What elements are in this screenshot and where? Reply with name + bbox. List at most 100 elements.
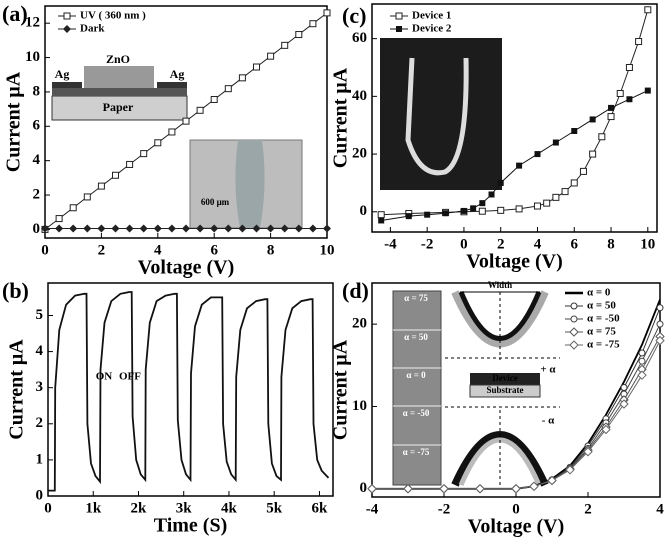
marker (589, 116, 596, 123)
marker (83, 224, 92, 233)
x-tick-label: 1k (85, 500, 102, 516)
marker (210, 95, 218, 103)
panel: 0 1k 2k 3k 4k 5k 6k 0 1 2 3 4 5 Time (S) Current μA (b)… (2, 278, 334, 537)
inset-label: ON (96, 371, 113, 383)
x-tick-label: 8 (267, 242, 275, 258)
marker (41, 224, 49, 233)
marker (424, 211, 431, 218)
y-tick-label: 12 (25, 15, 40, 31)
plot-frame (44, 5, 328, 239)
x-tick-label: 2 (584, 501, 592, 517)
marker (367, 484, 377, 494)
sem-gap (235, 140, 265, 228)
plot-frame (47, 282, 334, 497)
marker (295, 31, 303, 39)
y-tick-label: 1 (36, 451, 44, 467)
marker (497, 206, 505, 214)
y-tick-label: 10 (25, 49, 40, 65)
marker (377, 211, 385, 219)
device-photo-shape (405, 57, 469, 176)
y-tick-label: 20 (352, 316, 367, 332)
marker (460, 207, 467, 214)
y-tick-label: 2 (36, 415, 44, 431)
inset-label: - α (542, 415, 555, 427)
y-tick-label: 0 (36, 487, 44, 503)
panel: 0 2 4 6 8 10 0 2 4 6 8 10 12 Voltage (V) Current μA (a)… (2, 1, 335, 279)
inset-label: Substrate (486, 385, 523, 395)
x-axis-label: Voltage (V) (138, 257, 234, 279)
legend-marker (569, 327, 579, 337)
marker (442, 210, 449, 217)
x-tick-label: 4 (656, 501, 664, 517)
marker (309, 20, 317, 28)
marker (479, 200, 486, 207)
marker (182, 224, 190, 233)
marker (210, 224, 219, 233)
x-tick-label: -2 (438, 501, 451, 517)
x-tick-label: 8 (607, 236, 615, 252)
y-tick-label: 20 (352, 146, 367, 162)
legend-label: α = 0 (587, 287, 611, 299)
bending-images (392, 290, 442, 486)
inset-label: 600 μm (201, 197, 230, 207)
x-tick-label: -2 (421, 236, 434, 252)
marker (515, 205, 523, 213)
marker (153, 224, 162, 233)
marker (478, 207, 486, 215)
x-tick-label: 6 (210, 242, 218, 258)
marker (403, 484, 413, 494)
marker (69, 204, 77, 212)
legend-marker (396, 26, 402, 32)
marker (83, 193, 91, 201)
legend-label: α = -50 (587, 313, 620, 325)
marker (378, 217, 385, 224)
legend-marker (570, 302, 578, 310)
marker (626, 96, 633, 103)
x-tick-label: 4 (154, 242, 162, 258)
x-tick-label: 6 (571, 236, 579, 252)
marker (111, 224, 120, 233)
marker (238, 74, 246, 82)
legend-label: Device 2 (412, 23, 452, 35)
marker (616, 89, 624, 97)
y-tick-label: 0 (33, 221, 41, 237)
marker (439, 484, 449, 494)
y-axis-label: Current μA (6, 339, 28, 440)
inset-label: ZnO (106, 52, 130, 66)
marker (607, 113, 615, 121)
marker (126, 160, 134, 168)
marker (69, 224, 78, 233)
marker (140, 150, 148, 158)
marker (655, 335, 665, 346)
x-axis-label: Voltage (V) (466, 251, 562, 273)
marker (266, 224, 275, 233)
device-photo (380, 38, 502, 190)
inset-label: α = -75 (403, 447, 430, 457)
legend-marker (63, 25, 71, 33)
legend-label: α = 50 (587, 300, 616, 312)
y-tick-label: 6 (33, 118, 41, 134)
marker (625, 63, 633, 71)
panel-label: (b) (2, 278, 29, 303)
marker (529, 481, 539, 492)
x-tick-label: -4 (384, 236, 397, 252)
marker (552, 193, 560, 201)
legend-marker (63, 12, 71, 20)
y-axis-label: Current μA (3, 71, 25, 172)
x-tick-label: 10 (640, 236, 655, 252)
marker (196, 106, 204, 114)
legend-marker (569, 340, 579, 350)
y-tick-label: 4 (33, 152, 41, 168)
x-tick-label: 6k (312, 500, 329, 516)
y-tick-label: 0 (360, 480, 368, 496)
marker (97, 224, 106, 233)
y-tick-label: 8 (33, 83, 41, 99)
x-tick-label: 2 (497, 236, 505, 252)
inset-label: Width (488, 280, 512, 290)
x-tick-label: 5k (266, 500, 283, 516)
marker (620, 384, 628, 392)
panel: -4 -2 0 2 4 6 8 10 0 20 40 60 Voltage (V) Current μA (… (330, 3, 658, 273)
marker (608, 104, 615, 111)
device-schematic (51, 66, 188, 121)
